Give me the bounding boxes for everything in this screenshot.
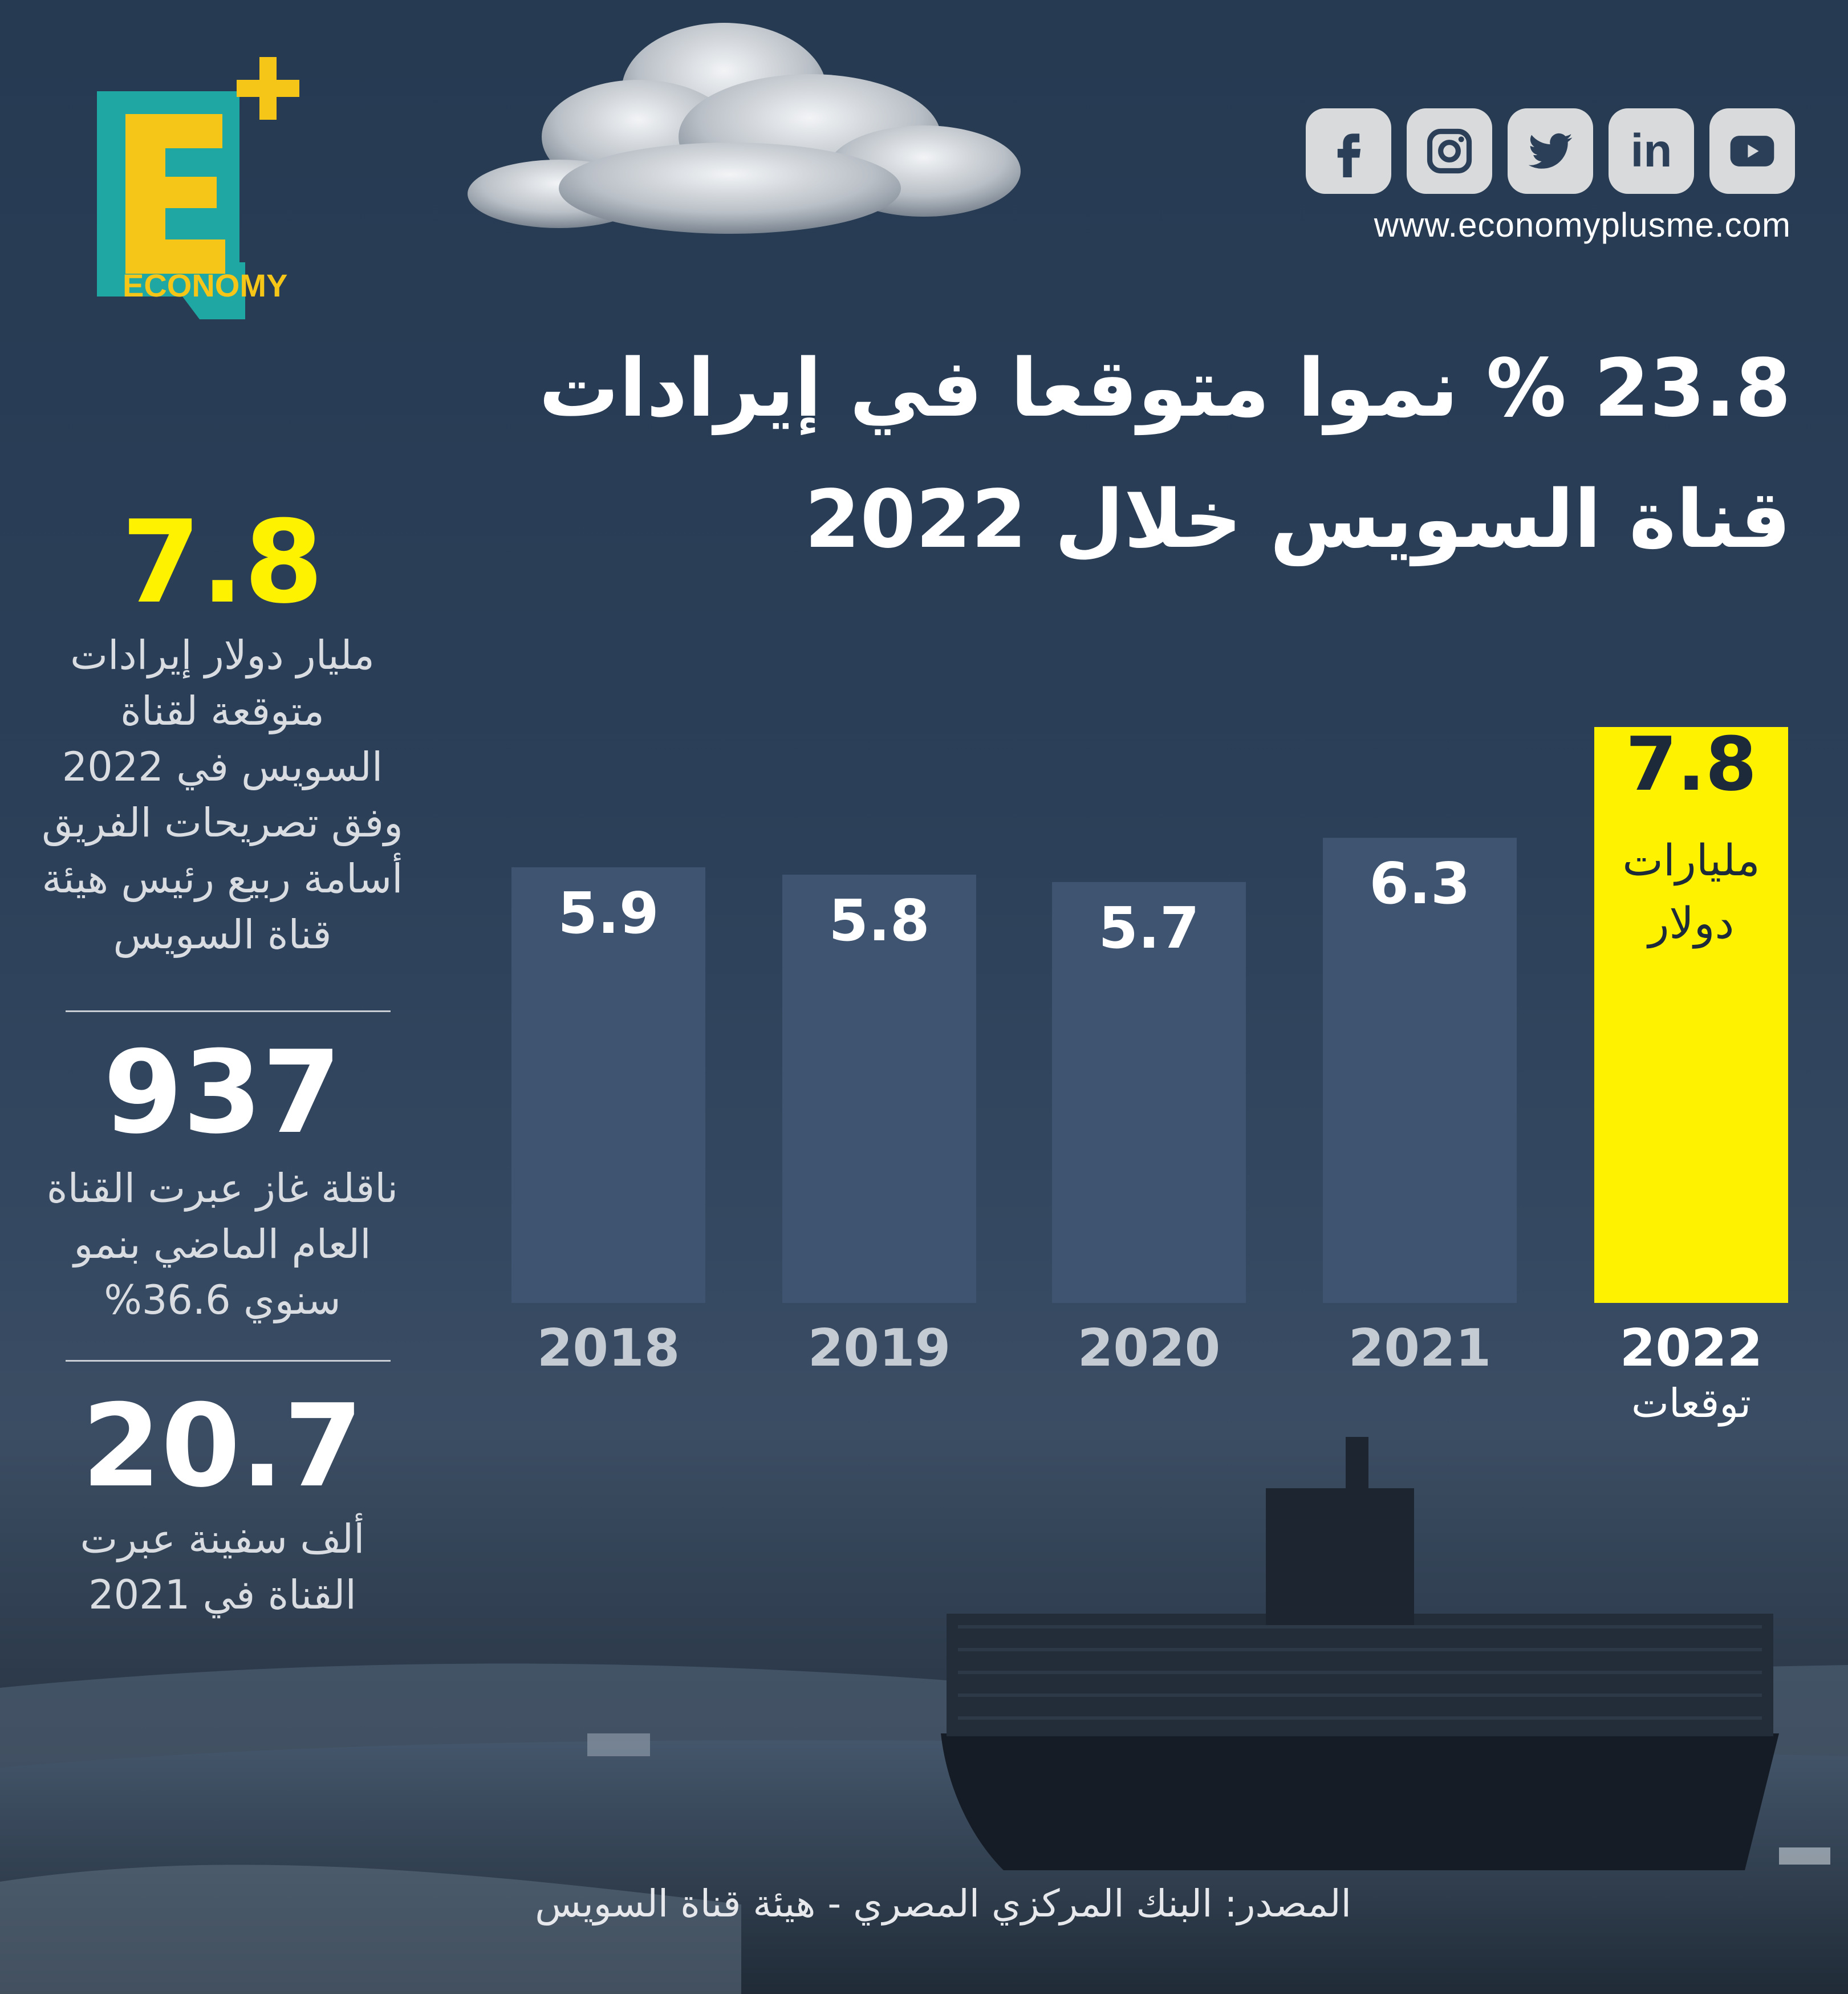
highlight-unit-line-1: مليارات bbox=[1622, 835, 1760, 886]
youtube-icon[interactable] bbox=[1709, 108, 1795, 194]
title-line-1: 23.8 % نموا متوقعا في إيرادات bbox=[539, 342, 1791, 435]
facebook-icon[interactable] bbox=[1306, 108, 1391, 194]
source-note: المصدر: البنك المركزي المصري - هيئة قناة… bbox=[535, 1882, 1351, 1926]
bar-2018 bbox=[511, 867, 705, 1303]
bar-value-label-2022: 7.8 bbox=[1626, 721, 1757, 807]
logo-wordmark: ECONOMY bbox=[123, 267, 287, 303]
economy-plus-logo: ECONOMY bbox=[97, 57, 299, 319]
bar-value-label-2020: 5.7 bbox=[1098, 895, 1199, 961]
instagram-icon[interactable] bbox=[1407, 108, 1492, 194]
stat-revenue-value: 7.8 bbox=[121, 496, 324, 629]
container-ship-illustration bbox=[0, 1437, 1848, 1994]
x-tick-label-2018: 2018 bbox=[537, 1318, 680, 1378]
website-url[interactable]: www.economyplusme.com bbox=[1374, 206, 1791, 244]
bar-value-label-2019: 5.8 bbox=[828, 887, 929, 954]
highlight-category-note: توقعات bbox=[1631, 1380, 1751, 1427]
bar-value-label-2021: 6.3 bbox=[1369, 850, 1470, 917]
stats-divider bbox=[66, 1360, 391, 1362]
stat-ships-value: 20.7 bbox=[82, 1380, 363, 1513]
stats-divider bbox=[66, 1010, 391, 1012]
x-tick-label-2022: 2022 bbox=[1620, 1318, 1763, 1378]
stat-ships-text: ألف سفينة عبرت القناة في 2021 bbox=[80, 1516, 365, 1618]
cloud-illustration bbox=[468, 23, 1021, 234]
twitter-icon[interactable] bbox=[1508, 108, 1593, 194]
bar-2019 bbox=[782, 874, 976, 1303]
title-line-2: قناة السويس خلال 2022 bbox=[805, 473, 1791, 566]
stat-revenue-text: مليار دولار إيرادات متوقعة لقناة السويس … bbox=[42, 632, 403, 958]
x-tick-label-2021: 2021 bbox=[1349, 1318, 1492, 1378]
bar-2022 bbox=[1594, 727, 1788, 1303]
stat-gas-tankers-value: 937 bbox=[103, 1026, 342, 1159]
bar-2021 bbox=[1323, 838, 1517, 1303]
x-tick-label-2020: 2020 bbox=[1078, 1318, 1221, 1378]
linkedin-icon[interactable]: in bbox=[1609, 108, 1694, 194]
x-tick-label-2019: 2019 bbox=[808, 1318, 951, 1378]
bar-2020 bbox=[1052, 882, 1246, 1303]
stat-gas-tankers-text: ناقلة غاز عبرت القناة العام الماضي بنمو … bbox=[46, 1165, 399, 1323]
highlight-unit-line-2: دولار bbox=[1646, 897, 1735, 949]
linkedin-label: in bbox=[1630, 125, 1672, 177]
bar-value-label-2018: 5.9 bbox=[558, 880, 659, 947]
